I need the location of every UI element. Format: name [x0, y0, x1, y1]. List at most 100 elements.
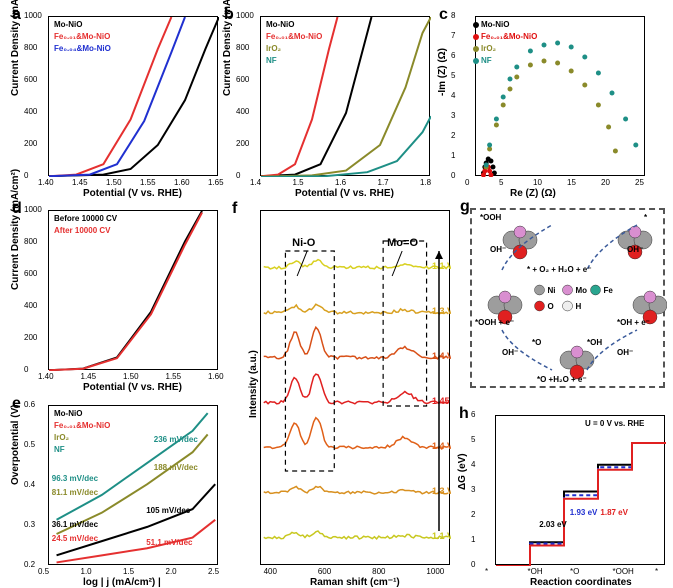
x-tick: 1.45	[72, 178, 88, 187]
scatter-point	[484, 163, 489, 168]
legend-item: NF	[54, 445, 65, 454]
y-tick: 1000	[24, 11, 42, 20]
atom-sphere	[629, 226, 641, 238]
scatter-point	[514, 75, 519, 80]
legend-item: Before 10000 CV	[54, 214, 117, 223]
x-tick: 1.55	[140, 178, 156, 187]
y-tick: 2	[471, 510, 475, 519]
y-tick: 0.6	[24, 400, 35, 409]
tafel-label: 105 mV/dec	[146, 506, 190, 515]
atom-element-label: O	[548, 302, 554, 311]
y-tick: 0.2	[24, 560, 35, 569]
tafel-label: 81.1 mV/dec	[52, 488, 98, 497]
legend-item: Fe₀.₀₄&Mo-NiO	[54, 44, 111, 53]
x-tick: 1.0	[81, 567, 92, 576]
scatter-point	[488, 159, 493, 164]
legend-marker	[473, 58, 479, 64]
y-tick: 200	[24, 139, 37, 148]
x-tick: 15	[567, 178, 576, 187]
y-tick: 1	[451, 151, 455, 160]
scatter-point	[501, 103, 506, 108]
scatter-point	[582, 83, 587, 88]
panel-label: h	[459, 405, 469, 423]
legend-marker	[473, 46, 479, 52]
y-tick: 600	[236, 75, 249, 84]
x-tick: *	[485, 567, 488, 576]
legend-atom	[591, 285, 601, 295]
scatter-point	[623, 117, 628, 122]
legend-item: Mo-NiO	[54, 409, 82, 418]
chart-svg	[49, 17, 219, 177]
x-axis-label: Potential (V vs. RHE)	[83, 382, 182, 393]
barrier-label: 1.87 eV	[600, 508, 628, 517]
chart-svg	[261, 17, 431, 177]
plot-h	[495, 415, 665, 565]
atom-sphere	[571, 346, 583, 358]
cycle-label: *OOH + e⁻	[475, 318, 514, 327]
legend-item: IrO₂	[481, 44, 496, 53]
voltage-label: 1.1 V	[432, 261, 451, 271]
spectrum	[264, 374, 449, 404]
x-axis-label: Reaction coordinates	[530, 577, 632, 588]
voltage-label: 1.1 V	[432, 531, 451, 541]
y-tick: 1000	[236, 11, 254, 20]
scatter-point	[555, 41, 560, 46]
y-tick: 400	[24, 301, 37, 310]
y-tick: 6	[471, 410, 475, 419]
cycle-label: *O	[532, 338, 541, 347]
x-axis-label: Raman shift (cm⁻¹)	[310, 577, 400, 588]
y-tick: 600	[24, 269, 37, 278]
y-axis-label: Intensity (a.u.)	[248, 350, 259, 418]
x-tick: 1.6	[335, 178, 346, 187]
cycle-label: *OOH	[480, 213, 502, 222]
spectrum	[264, 486, 449, 494]
atom-sphere	[644, 291, 656, 303]
y-axis-label: Overpotential (V)	[10, 404, 21, 485]
atom-element-label: Mo	[576, 286, 588, 295]
y-tick: 0	[236, 171, 240, 180]
y-tick: 0	[24, 365, 28, 374]
x-tick: 1.60	[174, 178, 190, 187]
x-tick: 0.5	[38, 567, 49, 576]
scatter-point	[514, 65, 519, 70]
legend-item: Mo-NiO	[481, 20, 509, 29]
spectrum	[264, 260, 449, 269]
scatter-point	[528, 49, 533, 54]
legend-atom	[563, 301, 573, 311]
spectrum	[264, 531, 449, 539]
legend-item: Mo-NiO	[266, 20, 294, 29]
x-tick: 1.45	[81, 372, 97, 381]
x-tick: 1.40	[38, 372, 54, 381]
highlight-box	[383, 241, 426, 406]
legend-item: NF	[481, 56, 492, 65]
legend-atom	[563, 285, 573, 295]
scatter-point	[606, 125, 611, 130]
legend-atom	[535, 301, 545, 311]
series-line	[49, 213, 202, 371]
legend-item: Fe₀.₀₁&Mo-NiO	[54, 32, 110, 41]
atom-sphere	[499, 291, 511, 303]
voltage-label: 1.45 V	[432, 396, 451, 406]
x-tick: 400	[264, 567, 277, 576]
tafel-label: 236 mV/dec	[154, 435, 198, 444]
y-tick: 7	[451, 31, 455, 40]
y-tick: 5	[471, 435, 475, 444]
y-tick: 1	[471, 535, 475, 544]
panel-label: f	[232, 200, 237, 218]
x-tick: 2.5	[208, 567, 219, 576]
barrier-label: 2.03 eV	[539, 520, 567, 529]
y-axis-label: Current Density (mA/cm²)	[10, 169, 21, 290]
y-tick: 0.4	[24, 480, 35, 489]
peak-annotation: Ni-O	[292, 237, 316, 249]
atom-sphere	[514, 226, 526, 238]
step-line	[496, 443, 666, 566]
x-tick: 1.5	[123, 567, 134, 576]
y-tick: 800	[236, 43, 249, 52]
x-tick: 1.40	[38, 178, 54, 187]
cycle-label: OH⁻	[490, 245, 506, 254]
x-tick: 1.5	[293, 178, 304, 187]
plot-title: U = 0 V vs. RHE	[585, 419, 644, 428]
y-tick: 800	[24, 237, 37, 246]
scatter-point	[569, 45, 574, 50]
y-axis-label: ΔG (eV)	[457, 453, 468, 490]
